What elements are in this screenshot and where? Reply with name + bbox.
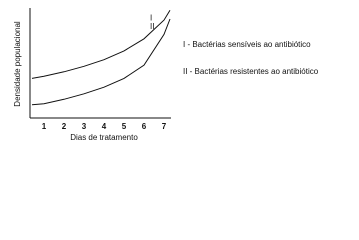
legend-entry: I - Bactérias sensíveis ao antibiótico <box>183 40 311 49</box>
x-tick-label: 2 <box>62 122 67 131</box>
chart: Dias de tratamento Densidade populaciona… <box>13 8 319 142</box>
line <box>31 9 171 79</box>
legend-entry: II - Bactérias resistentes ao antibiótic… <box>183 67 319 76</box>
x-tick-label: 3 <box>82 122 87 131</box>
line <box>31 18 171 106</box>
y-axis-label: Densidade populacional <box>13 21 22 107</box>
series-label: II <box>150 22 154 31</box>
page: {"chart_data": {"type": "line", "x": [0.… <box>13 8 319 143</box>
x-tick-label: 6 <box>142 122 147 131</box>
x-tick-label: 5 <box>122 122 127 131</box>
x-tick-label: 7 <box>162 122 167 131</box>
x-tick-label: 4 <box>102 122 107 131</box>
x-tick-label: 1 <box>42 122 47 131</box>
series-label: I <box>150 13 152 22</box>
x-axis-label: Dias de tratamento <box>70 133 138 142</box>
